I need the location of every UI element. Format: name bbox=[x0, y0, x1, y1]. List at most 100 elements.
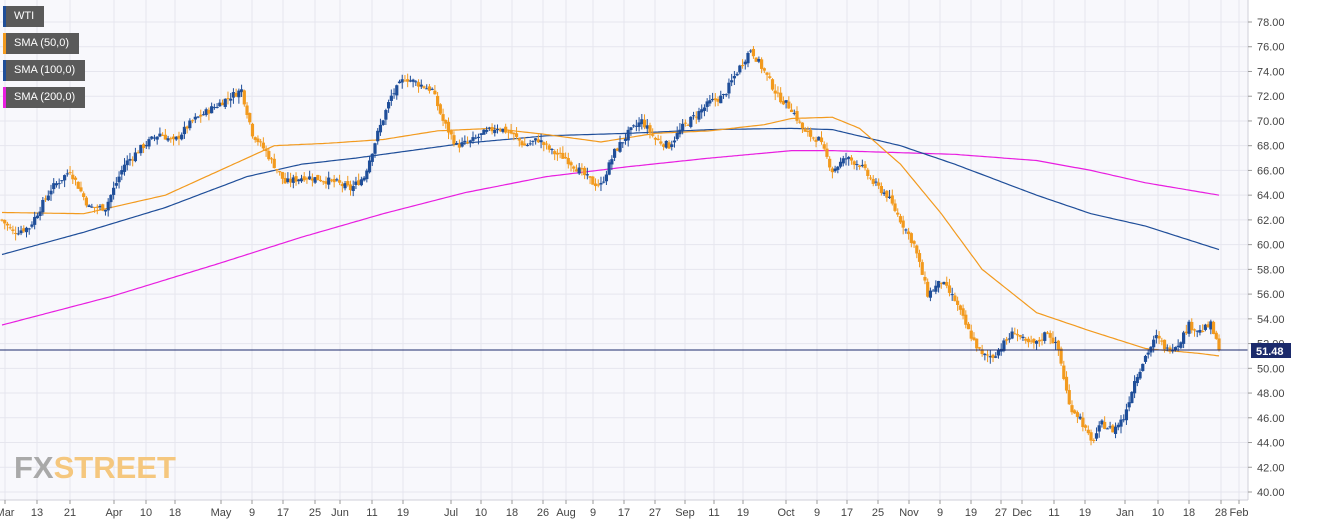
candle-body bbox=[212, 107, 216, 109]
candle-body bbox=[896, 212, 900, 215]
candle-body bbox=[1176, 345, 1180, 348]
candle-body bbox=[760, 59, 764, 69]
candle-body bbox=[327, 177, 331, 185]
legend-sma-200[interactable]: SMA (200,0) bbox=[3, 87, 86, 108]
candle-body bbox=[60, 180, 64, 182]
candle-body bbox=[98, 205, 102, 208]
candle-body bbox=[485, 129, 489, 132]
y-tick-label: 60.00 bbox=[1257, 240, 1285, 252]
candle-body bbox=[335, 179, 339, 181]
legend-sma-50[interactable]: SMA (50,0) bbox=[3, 33, 80, 54]
candle-body bbox=[318, 179, 323, 182]
candle-body bbox=[436, 95, 440, 107]
candle-body bbox=[569, 162, 573, 166]
y-tick-label: 76.00 bbox=[1257, 42, 1285, 54]
candle-body bbox=[237, 90, 241, 98]
candle-body bbox=[847, 157, 851, 160]
x-tick-label: Mar bbox=[0, 507, 15, 519]
candle-body bbox=[795, 111, 799, 121]
grid bbox=[0, 0, 1248, 500]
candle-body bbox=[912, 241, 916, 244]
x-tick-label: 13 bbox=[31, 507, 43, 519]
candle-body bbox=[915, 245, 919, 254]
candle-body bbox=[414, 81, 418, 83]
legend-wti[interactable]: WTI bbox=[3, 6, 45, 27]
candle-body bbox=[95, 206, 99, 208]
candle-body bbox=[675, 133, 679, 140]
candle-body bbox=[754, 57, 758, 62]
candle-body bbox=[1013, 333, 1017, 335]
candle-body bbox=[514, 133, 519, 137]
x-tick-label: 19 bbox=[1079, 507, 1091, 519]
candle-body bbox=[580, 168, 584, 170]
candle-body bbox=[169, 138, 173, 140]
sma-100-path bbox=[1, 127, 1220, 256]
candle-body bbox=[1078, 416, 1082, 419]
candle-body bbox=[634, 125, 638, 127]
candle-body bbox=[403, 80, 407, 82]
candle-body bbox=[493, 130, 497, 134]
candle-body bbox=[1146, 352, 1150, 355]
candle-body bbox=[539, 140, 543, 143]
y-tick-label: 44.00 bbox=[1257, 438, 1285, 450]
candle-body bbox=[909, 233, 913, 243]
candle-body bbox=[474, 137, 478, 139]
candle-body bbox=[1198, 329, 1202, 333]
candle-body bbox=[177, 135, 181, 139]
candle-body bbox=[248, 113, 252, 123]
candle-body bbox=[583, 167, 587, 176]
candle-body bbox=[607, 162, 611, 175]
candle-body bbox=[1037, 339, 1041, 342]
candle-body bbox=[656, 138, 660, 141]
candle-body bbox=[874, 181, 878, 183]
candle-body bbox=[171, 136, 176, 140]
candle-body bbox=[234, 92, 238, 97]
candle-body bbox=[1152, 339, 1156, 348]
candle-body bbox=[5, 223, 10, 226]
candle-body bbox=[465, 142, 470, 144]
candle-body bbox=[52, 183, 56, 190]
candle-body bbox=[1048, 333, 1052, 338]
candle-body bbox=[885, 190, 889, 198]
candle-body bbox=[1051, 337, 1055, 344]
x-tick-label: Jan bbox=[1116, 507, 1134, 519]
candle-body bbox=[305, 178, 309, 180]
candle-body bbox=[229, 98, 233, 101]
candle-body bbox=[190, 120, 195, 122]
candle-body bbox=[1165, 347, 1169, 349]
candle-body bbox=[158, 133, 162, 137]
y-tick-label: 74.00 bbox=[1257, 66, 1285, 78]
y-tick-label: 72.00 bbox=[1257, 91, 1285, 103]
candle-body bbox=[956, 300, 960, 305]
candle-body bbox=[204, 109, 208, 115]
candle-body bbox=[452, 135, 456, 145]
candle-body bbox=[103, 209, 108, 212]
x-tick-label: Apr bbox=[105, 507, 122, 519]
candle-body bbox=[3, 219, 7, 224]
candle-body bbox=[1209, 321, 1213, 330]
candle-body bbox=[329, 179, 334, 181]
candle-body bbox=[991, 354, 995, 358]
candle-body bbox=[446, 121, 451, 133]
legend-wti-label: WTI bbox=[14, 10, 35, 22]
candle-body bbox=[351, 186, 355, 192]
candle-body bbox=[1173, 347, 1178, 351]
legend-sma-100[interactable]: SMA (100,0) bbox=[3, 60, 86, 81]
candle-body bbox=[1103, 421, 1107, 429]
candle-body bbox=[879, 185, 883, 194]
legend-sma-50-label: SMA (50,0) bbox=[14, 37, 70, 49]
candle-body bbox=[133, 152, 138, 162]
candle-body bbox=[378, 124, 383, 133]
candle-body bbox=[936, 281, 941, 288]
candle-body bbox=[479, 133, 483, 135]
candle-body bbox=[893, 203, 897, 211]
candle-body bbox=[817, 136, 821, 141]
candle-body bbox=[555, 152, 560, 155]
candle-body bbox=[346, 181, 350, 186]
candle-body bbox=[708, 100, 712, 104]
candle-body bbox=[63, 175, 67, 181]
candle-body bbox=[65, 173, 69, 175]
candle-body bbox=[1138, 371, 1142, 379]
candle-body bbox=[969, 330, 973, 339]
price-tag-label: 51.48 bbox=[1256, 346, 1284, 358]
